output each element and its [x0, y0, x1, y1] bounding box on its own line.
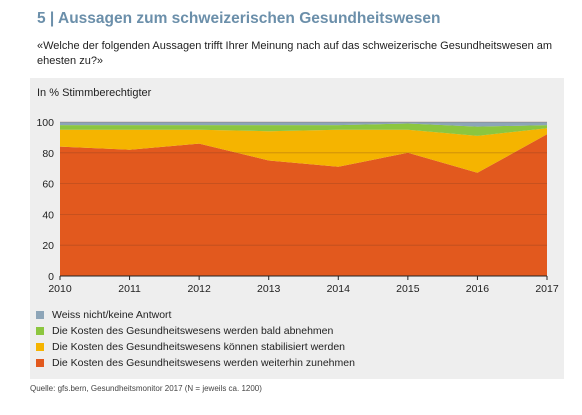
legend-swatch	[36, 327, 44, 335]
x-tick-label: 2016	[466, 283, 490, 295]
x-tick-label: 2015	[396, 283, 420, 295]
y-unit-label: In % Stimmberechtigter	[37, 87, 152, 99]
x-tick-label: 2013	[257, 283, 281, 295]
y-tick-label: 0	[48, 271, 54, 283]
y-tick-label: 100	[36, 117, 54, 129]
legend-label: Die Kosten des Gesundheitswesens können …	[52, 341, 346, 353]
legend-swatch	[36, 343, 44, 351]
x-tick-label: 2017	[535, 283, 559, 295]
y-tick-label: 60	[42, 179, 54, 191]
legend-item: Die Kosten des Gesundheitswesens werden …	[36, 323, 355, 339]
area-series-2	[60, 128, 547, 173]
x-tick-label: 2011	[118, 283, 141, 295]
x-axis: 2010 2011 2012 2013 2014 2015 2016 2017	[48, 276, 559, 295]
legend-item: Die Kosten des Gesundheitswesens werden …	[36, 355, 355, 371]
legend-swatch	[36, 359, 44, 367]
area-series-4	[60, 122, 547, 127]
y-axis: 0 20 40 60 80 100	[36, 117, 54, 283]
y-tick-label: 20	[42, 240, 54, 252]
x-tick-label: 2012	[187, 283, 211, 295]
legend-item: Die Kosten des Gesundheitswesens können …	[36, 339, 355, 355]
gridlines	[60, 121, 547, 277]
legend-swatch	[36, 311, 44, 319]
legend-item: Weiss nicht/keine Antwort	[36, 307, 355, 323]
question-text: «Welche der folgenden Aussagen trifft Ih…	[37, 40, 553, 67]
x-tick-label: 2010	[48, 283, 72, 295]
chart-legend: Weiss nicht/keine Antwort Die Kosten des …	[36, 307, 355, 371]
y-tick-label: 40	[42, 209, 54, 221]
source-note: Quelle: gfs.bern, Gesundheitsmonitor 201…	[30, 384, 262, 393]
legend-label: Die Kosten des Gesundheitswesens werden …	[52, 325, 334, 337]
area-series-3	[60, 123, 547, 136]
page-title: 5 | Aussagen zum schweizerischen Gesundh…	[37, 10, 441, 27]
legend-label: Die Kosten des Gesundheitswesens werden …	[52, 357, 355, 369]
area-series-1	[60, 134, 547, 276]
area-series-group	[60, 122, 547, 276]
x-tick-label: 2014	[327, 283, 351, 295]
legend-label: Weiss nicht/keine Antwort	[52, 309, 172, 321]
y-tick-label: 80	[42, 148, 54, 160]
